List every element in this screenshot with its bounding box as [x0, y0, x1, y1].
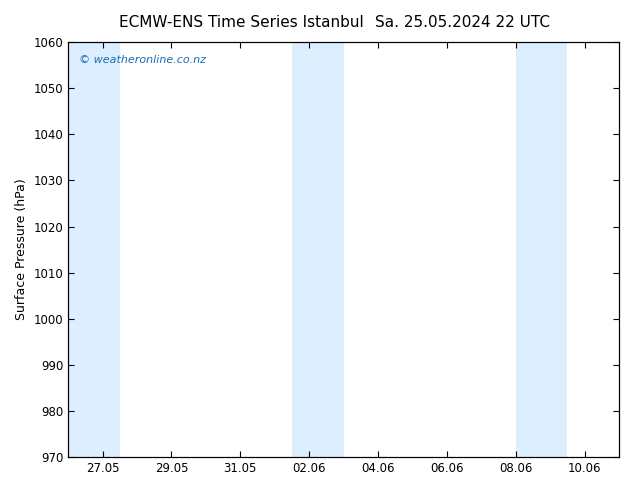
Text: Sa. 25.05.2024 22 UTC: Sa. 25.05.2024 22 UTC	[375, 15, 550, 30]
Text: ECMW-ENS Time Series Istanbul: ECMW-ENS Time Series Istanbul	[119, 15, 363, 30]
Y-axis label: Surface Pressure (hPa): Surface Pressure (hPa)	[15, 179, 28, 320]
Text: © weatheronline.co.nz: © weatheronline.co.nz	[79, 54, 206, 65]
Bar	[292, 42, 344, 457]
Bar	[515, 42, 567, 457]
Bar	[68, 42, 120, 457]
